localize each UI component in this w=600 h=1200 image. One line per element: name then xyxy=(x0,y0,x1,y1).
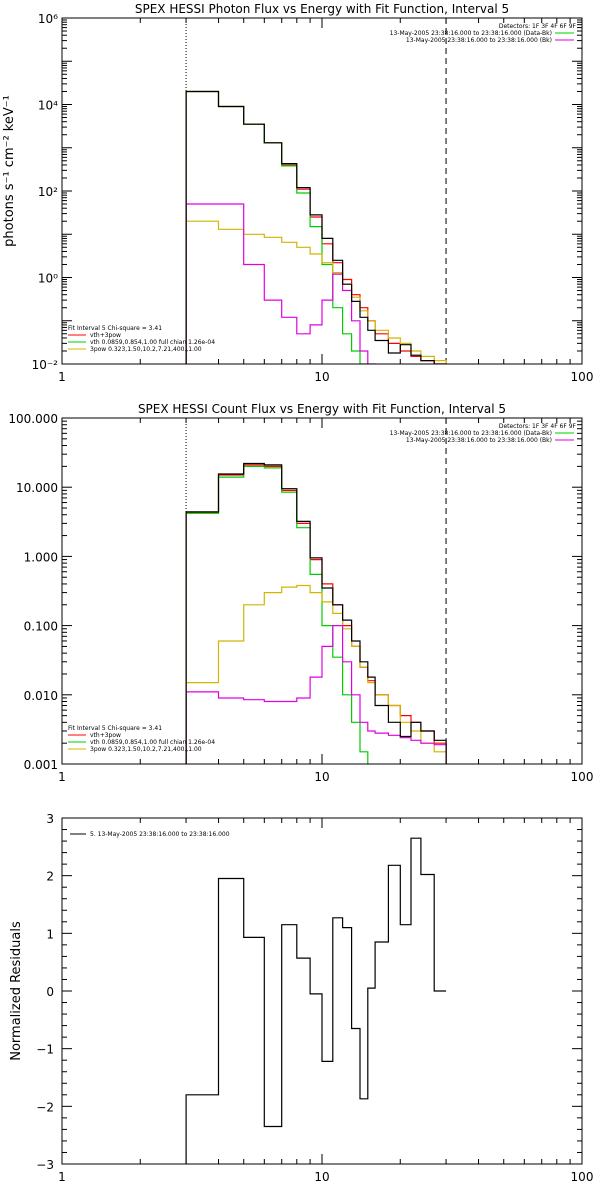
legend-label: vth+3pow xyxy=(90,732,121,739)
legend-header: Detectors: 1F 3F 4F 6F 9F xyxy=(499,23,577,30)
x-tick-label: 1 xyxy=(58,770,66,784)
x-tick-label: 10 xyxy=(314,1170,329,1184)
y-tick-label: 0.100 xyxy=(24,620,58,634)
y-tick-label: 1.000 xyxy=(24,550,58,564)
x-tick-label: 10 xyxy=(314,370,329,384)
chart-panel-1: SPEX HESSI Photon Flux vs Energy with Fi… xyxy=(2,2,593,384)
y-axis-label: photons s⁻¹ cm⁻² keV⁻¹ xyxy=(2,95,17,247)
series-line-3 xyxy=(185,220,447,364)
series-line-4 xyxy=(185,203,376,364)
x-tick-label: 100 xyxy=(571,370,594,384)
legend-header: Detectors: 1F 3F 4F 6F 9F xyxy=(499,423,577,430)
y-tick-label: 0.001 xyxy=(24,758,58,772)
chart-panel-2: SPEX HESSI Count Flux vs Energy with Fit… xyxy=(8,402,593,784)
legend-label: 13-May-2005 23:38:16.000 to 23:38:16.000… xyxy=(390,30,552,37)
legend-label: 13-May-2005 23:38:16.000 to 23:38:16.000… xyxy=(390,430,552,437)
plot-frame xyxy=(61,17,583,365)
y-tick-label: 10⁻² xyxy=(32,358,59,372)
y-tick-label: 10⁴ xyxy=(38,99,58,113)
plot-frame xyxy=(61,817,583,1165)
series-line-5 xyxy=(185,462,447,764)
legend-label: 3pow 0.323,1.50,10.2,7.21,400.,1.00 xyxy=(90,746,202,753)
chart-title: SPEX HESSI Photon Flux vs Energy with Fi… xyxy=(135,2,509,16)
chart-title: SPEX HESSI Count Flux vs Energy with Fit… xyxy=(138,402,506,416)
y-tick-label: 10.000 xyxy=(16,481,58,495)
legend-label: vth 0.0859,0.854,1.00 full chian 1.26e-0… xyxy=(90,339,215,346)
y-tick-label: 0 xyxy=(46,985,54,999)
y-axis-label: Normalized Residuals xyxy=(9,921,24,1061)
x-tick-label: 100 xyxy=(571,1170,594,1184)
y-tick-label: 2 xyxy=(46,870,54,884)
fit-label: Fit Interval 5 Chi-square = 3.41 xyxy=(68,725,162,732)
legend-label: vth 0.0859,0.854,1.00 full chian 1.26e-0… xyxy=(90,739,215,746)
legend-label: 13-May-2005 23:38:16.000 to 23:38:16.000… xyxy=(406,37,552,44)
fit-label: Fit Interval 5 Chi-square = 3.41 xyxy=(68,325,162,332)
series-line-1 xyxy=(185,837,447,1164)
y-tick-label: −1 xyxy=(36,1043,54,1057)
legend-label: 5. 13-May-2005 23:38:16.000 to 23:38:16.… xyxy=(90,831,230,838)
series-line-1 xyxy=(185,90,447,364)
y-tick-label: 10⁶ xyxy=(38,12,58,26)
y-tick-label: 3 xyxy=(46,812,54,826)
y-tick-label: 10⁰ xyxy=(38,272,58,286)
x-tick-label: 1 xyxy=(58,370,66,384)
x-tick-label: 100 xyxy=(571,770,594,784)
y-tick-label: 10² xyxy=(38,185,58,199)
series-line-1 xyxy=(185,464,447,764)
y-tick-label: 0.010 xyxy=(24,689,58,703)
series-line-4 xyxy=(185,625,447,764)
x-tick-label: 1 xyxy=(58,1170,66,1184)
y-tick-label: 100.000 xyxy=(8,412,58,426)
chart-panel-3: 1 10 100 −3 −2 −1 0 1 2 3 Normalized Residuals 5. 1… xyxy=(9,812,593,1184)
series-line-5 xyxy=(185,90,447,364)
x-tick-label: 10 xyxy=(314,770,329,784)
legend-label: vth+3pow xyxy=(90,332,121,339)
legend-label: 13-May-2005 23:38:16.000 to 23:38:16.000… xyxy=(406,437,552,444)
y-tick-label: 1 xyxy=(46,927,54,941)
series-line-2 xyxy=(185,90,369,364)
plot-frame xyxy=(61,417,583,765)
y-tick-label: −2 xyxy=(36,1100,54,1114)
y-tick-label: −3 xyxy=(36,1158,54,1172)
legend-label: 3pow 0.323,1.50,10.2,7.21,400.,1.00 xyxy=(90,346,202,353)
